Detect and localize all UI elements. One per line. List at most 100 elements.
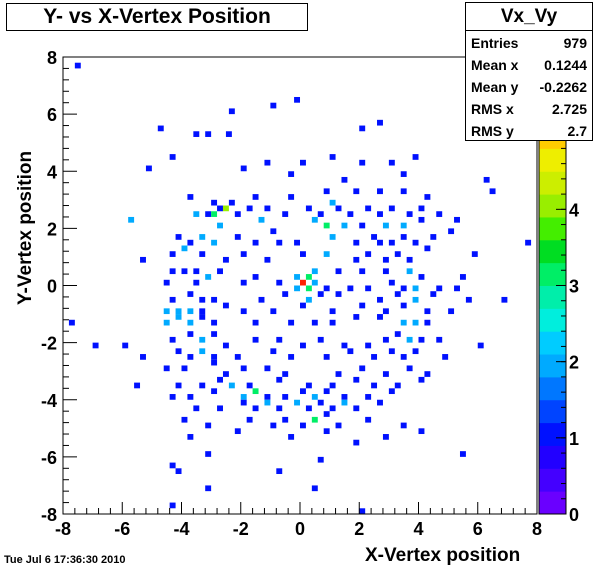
- histogram-bin: [394, 331, 401, 337]
- histogram-bin: [300, 159, 306, 166]
- histogram-bin: [377, 239, 383, 246]
- histogram-bin: [217, 205, 223, 212]
- stats-row-mean-x: Mean x 0.1244: [466, 53, 592, 75]
- x-tick-label: -4: [173, 519, 189, 539]
- histogram-bin: [264, 394, 271, 400]
- colorbar-segment: [539, 354, 566, 378]
- histogram-bin: [193, 405, 200, 412]
- histogram-bin: [288, 354, 295, 360]
- histogram-bin: [276, 376, 283, 383]
- histogram-bin: [211, 296, 218, 303]
- histogram-bin: [169, 154, 176, 160]
- histogram-bin: [252, 405, 259, 412]
- histogram-bin: [252, 274, 259, 280]
- histogram-bin: [300, 279, 306, 286]
- histogram-bin: [329, 319, 336, 326]
- colorbar-segment: [539, 331, 566, 355]
- colorbar-segment: [539, 194, 566, 218]
- histogram-bin: [353, 376, 360, 383]
- x-tick-label: -2: [233, 519, 249, 539]
- x-tick-label: 4: [413, 519, 423, 539]
- histogram-bin: [400, 285, 407, 292]
- histogram-bin: [311, 394, 318, 400]
- stats-row-mean-y: Mean y -0.2262: [466, 75, 592, 97]
- colorbar-segment: [539, 262, 566, 286]
- y-tick-label: 8: [47, 48, 57, 68]
- histogram-bin: [258, 296, 265, 303]
- histogram-bin: [317, 336, 324, 343]
- histogram-bin: [424, 319, 431, 326]
- histogram-bin: [246, 416, 253, 423]
- histogram-bin: [225, 131, 232, 137]
- histogram-bin: [199, 348, 206, 355]
- histogram-bin: [501, 296, 508, 303]
- histogram-bin: [317, 456, 324, 463]
- histogram-bin: [323, 428, 330, 435]
- histogram-bin: [234, 428, 241, 435]
- histogram-bin: [187, 394, 194, 400]
- histogram-bin: [436, 285, 443, 292]
- histogram-bin: [252, 239, 259, 246]
- histogram-bin: [228, 108, 235, 115]
- histogram-bin: [282, 291, 289, 297]
- histogram-bin: [211, 199, 218, 206]
- histogram-bin: [305, 285, 312, 292]
- histogram-bin: [454, 285, 460, 292]
- histogram-bin: [163, 308, 170, 315]
- stats-label: Mean x: [471, 57, 519, 73]
- histogram-bin: [187, 319, 194, 326]
- histogram-bin: [276, 405, 283, 412]
- x-tick-label: 8: [532, 519, 542, 539]
- histogram-bin: [169, 268, 176, 275]
- histogram-bin: [365, 251, 372, 257]
- histogram-bin: [400, 354, 407, 360]
- histogram-bin: [270, 102, 277, 109]
- colorbar-tick-label: 3: [569, 277, 579, 297]
- histogram-bin: [234, 211, 241, 217]
- y-tick-label: 2: [47, 219, 57, 239]
- colorbar-segment: [539, 171, 566, 195]
- histogram-bin: [477, 342, 484, 349]
- histogram-bin: [240, 251, 247, 257]
- histogram-bin: [187, 308, 194, 315]
- stats-name: Vx_Vy: [466, 3, 592, 31]
- colorbar-segment: [539, 422, 566, 446]
- histogram-bin: [205, 274, 212, 280]
- histogram-bin: [169, 462, 176, 469]
- stats-value: 979: [563, 35, 587, 51]
- histogram-bin: [222, 205, 229, 212]
- histogram-bin: [300, 342, 306, 349]
- histogram-bin: [412, 239, 419, 246]
- colorbar-tick-label: 4: [569, 200, 579, 220]
- stats-label: Entries: [471, 35, 519, 51]
- histogram-bin: [270, 348, 277, 355]
- colorbar-segment: [539, 468, 566, 492]
- histogram-bin: [359, 365, 366, 372]
- histogram-bin: [359, 125, 366, 132]
- histogram-bin: [205, 485, 212, 492]
- histogram-bin: [353, 256, 360, 263]
- x-tick-label: 6: [473, 519, 483, 539]
- histogram-bin: [365, 416, 372, 423]
- histogram-bin: [412, 296, 419, 303]
- histogram-bin: [211, 388, 218, 395]
- histogram-bin: [199, 308, 206, 315]
- histogram-bin: [454, 216, 460, 223]
- histogram-bin: [394, 291, 401, 297]
- histogram-bin: [406, 365, 413, 372]
- histogram-bin: [276, 239, 283, 246]
- histogram-bin: [264, 256, 271, 263]
- histogram-bin: [276, 279, 283, 286]
- histogram-bin: [305, 205, 312, 212]
- histogram-bin: [222, 256, 229, 263]
- histogram-bin: [406, 211, 413, 217]
- histogram-bin: [377, 314, 383, 320]
- histogram-bin: [276, 468, 283, 475]
- histogram-bin: [311, 279, 318, 286]
- histogram-bin: [193, 279, 200, 286]
- histogram-bin: [359, 222, 366, 229]
- histogram-bin: [365, 205, 372, 212]
- histogram-bin: [199, 314, 206, 320]
- histogram-bin: [163, 365, 170, 372]
- histogram-bin: [169, 296, 176, 303]
